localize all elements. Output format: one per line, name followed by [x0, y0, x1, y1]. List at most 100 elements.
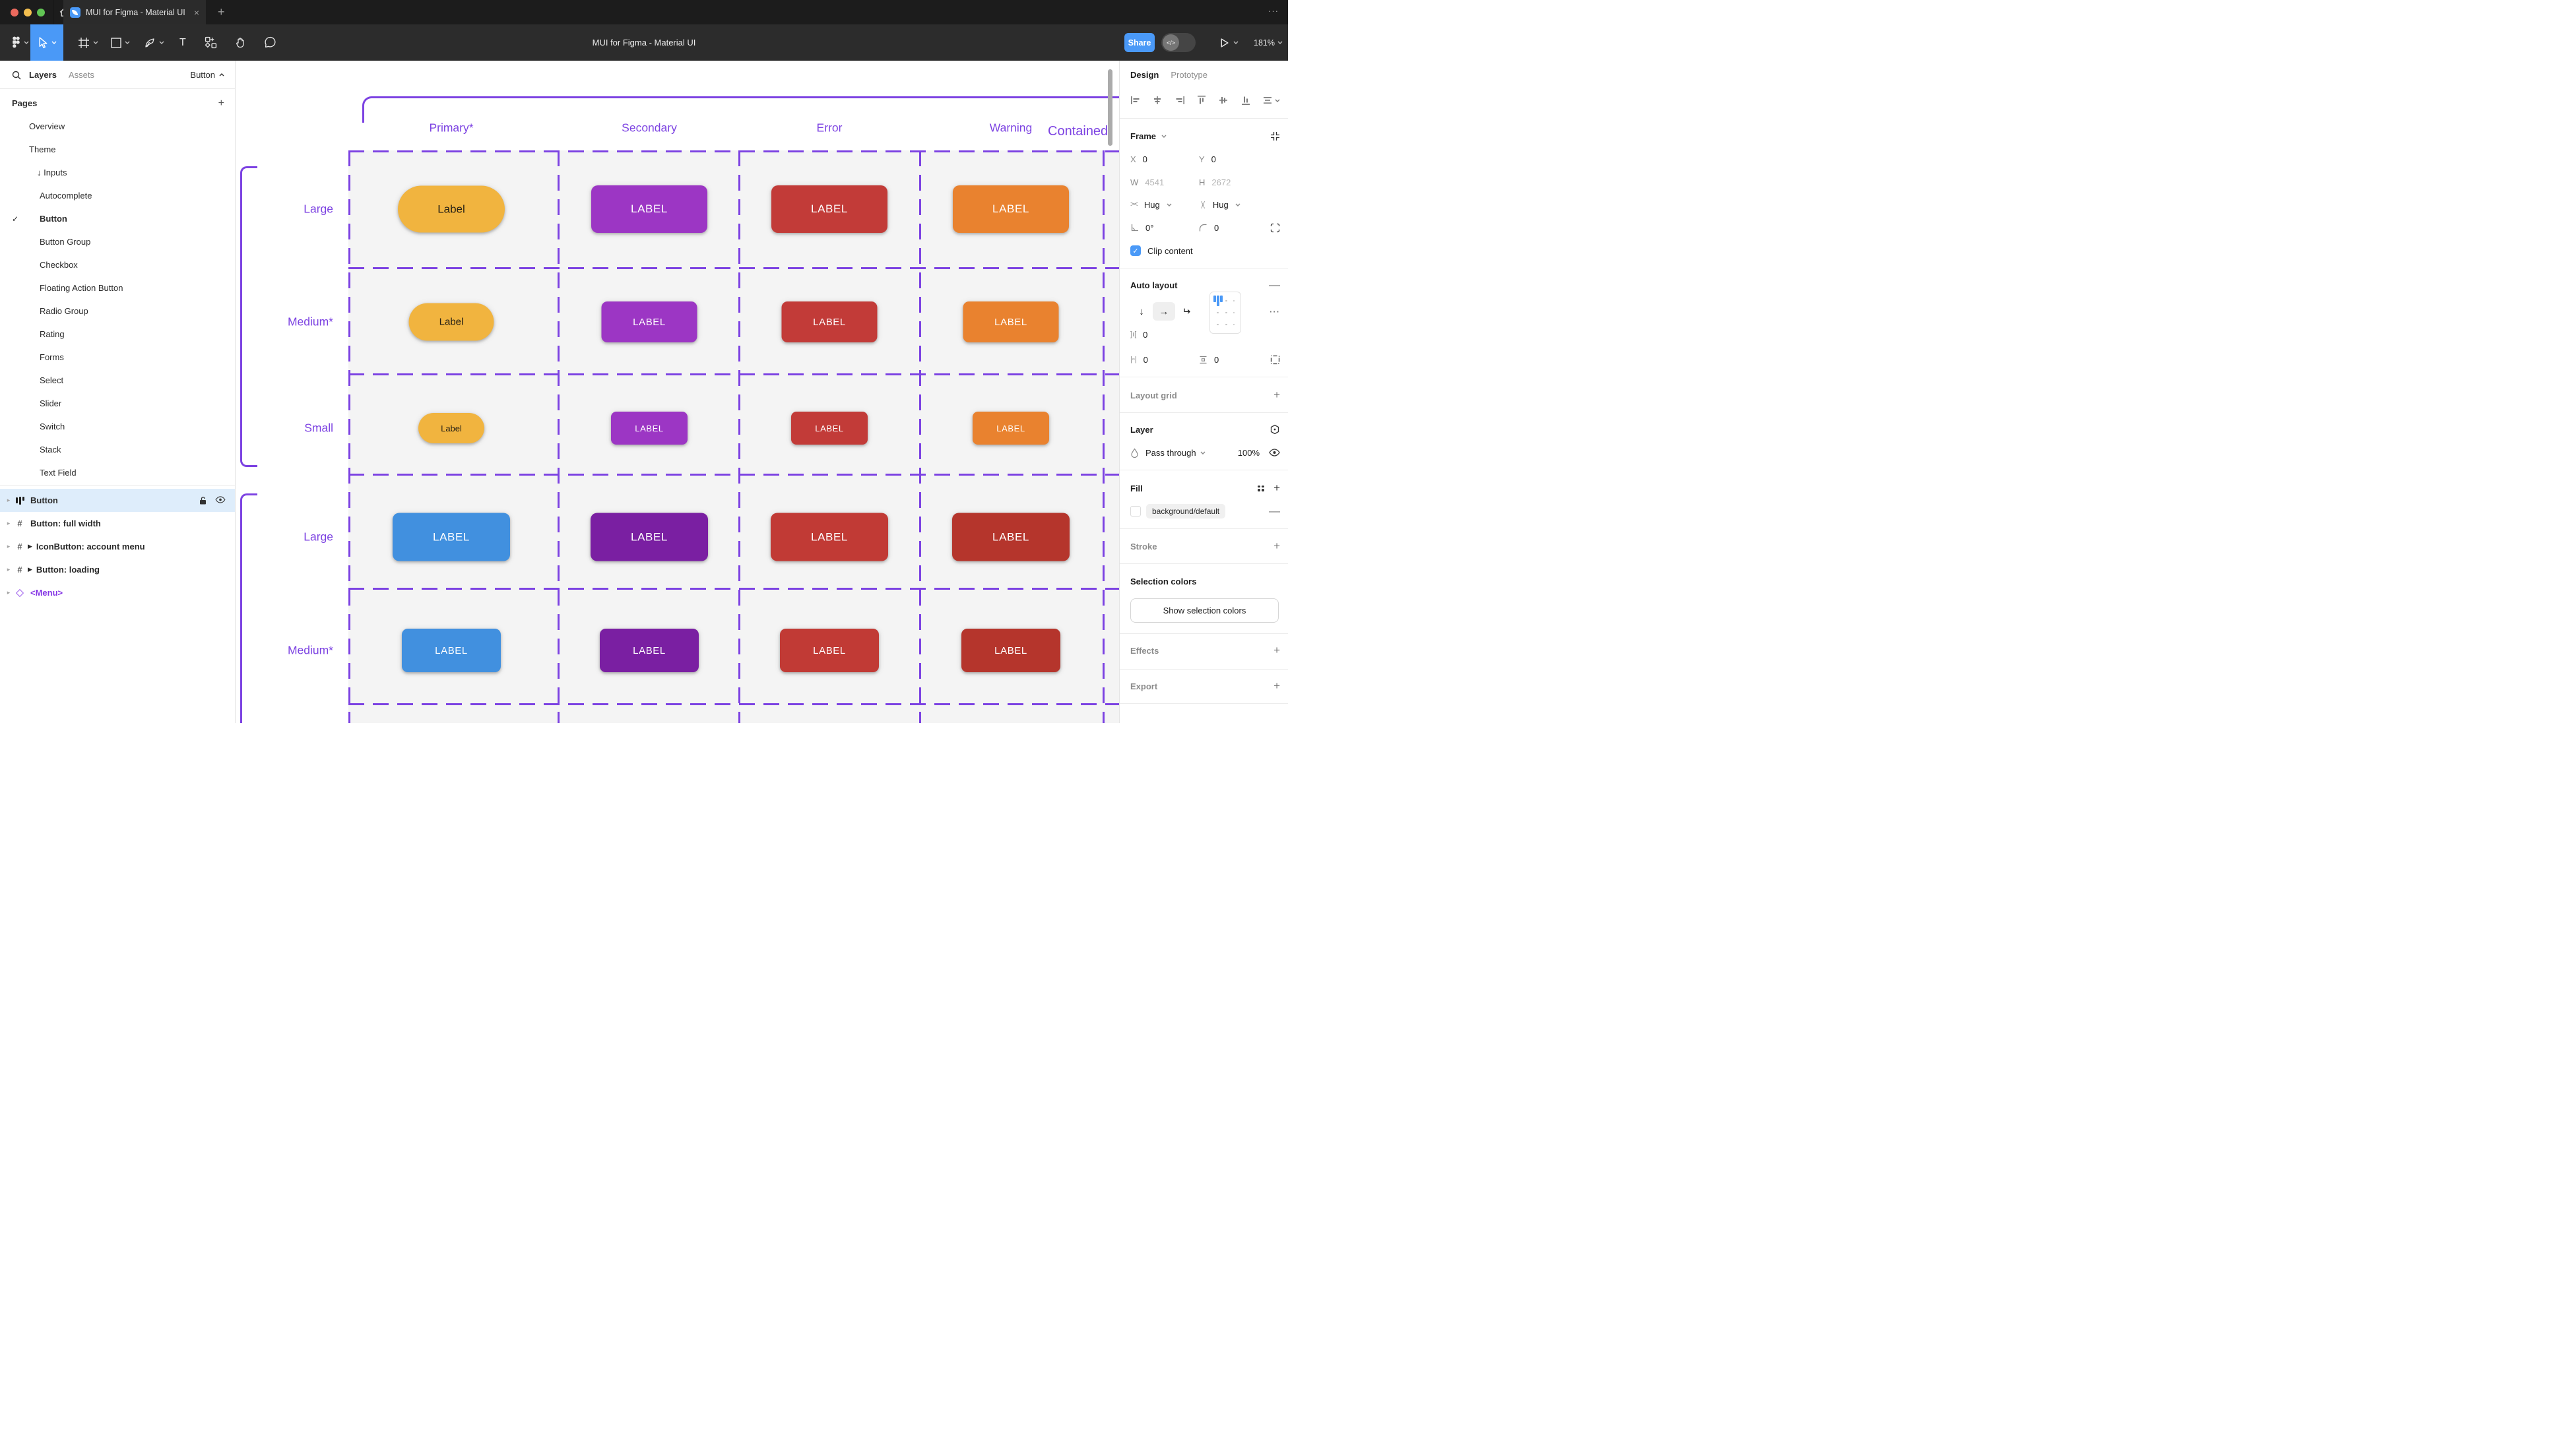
canvas-button-large-warning[interactable]: LABEL [952, 513, 1070, 561]
height-field[interactable]: H 2672 [1199, 177, 1231, 187]
shrink-frame-icon[interactable] [1270, 131, 1280, 141]
direction-wrap-button[interactable]: ↵ [1182, 306, 1191, 317]
fill-styles-icon[interactable] [1258, 485, 1264, 491]
layer-row-iconbutton-account-menu[interactable]: ▸ # ▶ IconButton: account menu [0, 535, 235, 558]
search-icon[interactable] [12, 71, 21, 80]
align-bottom-icon[interactable] [1240, 95, 1251, 106]
row-label-0[interactable]: Large [304, 202, 333, 216]
add-page-button[interactable]: + [218, 97, 224, 109]
canvas-button-large-primary[interactable]: Label [398, 185, 505, 233]
column-header-error[interactable]: Error [816, 121, 843, 135]
corner-radius-field[interactable]: 0 [1199, 223, 1268, 233]
canvas[interactable]: Contained Primary* Secondary Error Warning … [236, 61, 1119, 723]
file-tab[interactable]: MUI for Figma - Material UI × [63, 0, 206, 24]
resources-tool[interactable] [205, 24, 217, 61]
align-right-icon[interactable] [1175, 95, 1185, 106]
expand-caret-icon[interactable]: ▸ [7, 589, 11, 596]
canvas-button-small-secondary[interactable]: LABEL [611, 412, 688, 445]
show-selection-colors-button[interactable]: Show selection colors [1130, 598, 1279, 623]
layer-row-button-loading[interactable]: ▸ # ▶ Button: loading [0, 558, 235, 581]
hand-tool[interactable] [235, 24, 247, 61]
canvas-button-large-error[interactable]: LABEL [771, 185, 887, 233]
add-effect-button[interactable]: + [1273, 644, 1280, 656]
visible-icon[interactable] [215, 495, 226, 503]
auto-layout-more-button[interactable]: ··· [1270, 306, 1280, 317]
page-item-switch[interactable]: Switch [0, 415, 235, 438]
v-padding-field[interactable]: 0 [1199, 355, 1268, 365]
text-tool[interactable]: T [179, 24, 186, 61]
h-padding-field[interactable]: |▫| 0 [1130, 354, 1148, 365]
canvas-button-medium-warning[interactable]: LABEL [963, 301, 1059, 342]
main-menu-button[interactable] [8, 24, 33, 61]
canvas-button-medium-primary[interactable]: LABEL [402, 629, 501, 672]
fill-row[interactable]: background/default — [1130, 502, 1280, 520]
add-layout-grid-button[interactable]: + [1273, 389, 1280, 401]
traffic-light-minimize[interactable] [24, 9, 32, 16]
canvas-button-small-error[interactable]: LABEL [791, 412, 868, 445]
canvas-button-large-primary[interactable]: LABEL [393, 513, 510, 561]
page-item-inputs[interactable]: ↓ Inputs [0, 161, 235, 184]
new-tab-button[interactable]: + [218, 5, 225, 18]
tab-prototype[interactable]: Prototype [1171, 69, 1208, 80]
clip-content-checkbox[interactable]: ✓ [1130, 245, 1141, 256]
width-field[interactable]: W 4541 [1130, 177, 1165, 187]
canvas-button-medium-secondary[interactable]: LABEL [601, 301, 697, 342]
alignment-widget[interactable] [1209, 292, 1241, 334]
window-more-icon[interactable]: ··· [1268, 6, 1279, 16]
add-stroke-button[interactable]: + [1273, 540, 1280, 552]
expand-caret-icon[interactable]: ▸ [7, 497, 11, 503]
traffic-light-close[interactable] [11, 9, 18, 16]
layer-row--menu-[interactable]: ▸ <Menu> [0, 581, 235, 604]
tab-assets[interactable]: Assets [68, 70, 94, 80]
column-header-primary[interactable]: Primary* [429, 121, 474, 135]
expand-caret-icon[interactable]: ▸ [7, 566, 11, 573]
v-resize-select[interactable]: >< Hug [1198, 200, 1268, 210]
page-item-checkbox[interactable]: Checkbox [0, 253, 235, 276]
row-label-4[interactable]: Medium* [287, 643, 333, 657]
page-item-select[interactable]: Select [0, 369, 235, 392]
align-top-icon[interactable] [1196, 95, 1207, 106]
direction-horizontal-button[interactable]: → [1153, 302, 1175, 321]
share-button[interactable]: Share [1124, 33, 1155, 52]
page-item-stack[interactable]: Stack [0, 438, 235, 461]
page-item-radio-group[interactable]: Radio Group [0, 299, 235, 323]
layer-row-button[interactable]: ▸ Button [0, 489, 235, 512]
h-resize-select[interactable]: >< Hug [1130, 200, 1199, 210]
gap-field[interactable]: ]ı[ 0 [1130, 329, 1148, 340]
unlock-icon[interactable] [199, 496, 207, 505]
frame-tool[interactable] [78, 24, 98, 61]
canvas-button-small-warning[interactable]: LABEL [973, 412, 1049, 445]
column-header-warning[interactable]: Warning [989, 121, 1033, 135]
pen-tool[interactable] [144, 24, 164, 61]
row-label-3[interactable]: Large [304, 530, 333, 544]
remove-auto-layout-button[interactable]: — [1269, 278, 1280, 291]
canvas-button-medium-error[interactable]: LABEL [780, 629, 879, 672]
page-item-floating-action-button[interactable]: Floating Action Button [0, 276, 235, 299]
frame-title[interactable]: Contained [1048, 124, 1109, 139]
row-label-1[interactable]: Medium* [287, 315, 333, 329]
page-item-slider[interactable]: Slider [0, 392, 235, 415]
distribute-menu-icon[interactable] [1262, 95, 1280, 106]
direction-vertical-button[interactable]: ↓ [1139, 305, 1144, 317]
shape-tool[interactable] [111, 24, 130, 61]
align-left-icon[interactable] [1130, 95, 1141, 106]
expand-caret-icon[interactable]: ▸ [7, 520, 11, 526]
column-header-secondary[interactable]: Secondary [622, 121, 677, 135]
canvas-scrollbar[interactable] [1108, 69, 1112, 146]
canvas-button-medium-secondary[interactable]: LABEL [600, 629, 699, 672]
page-selector[interactable]: Button [190, 70, 224, 80]
page-item-forms[interactable]: Forms [0, 346, 235, 369]
canvas-button-medium-warning[interactable]: LABEL [961, 629, 1060, 672]
add-export-button[interactable]: + [1273, 679, 1280, 692]
tab-close-icon[interactable]: × [193, 7, 199, 18]
traffic-light-zoom[interactable] [37, 9, 45, 16]
canvas-button-large-error[interactable]: LABEL [771, 513, 888, 561]
tab-design[interactable]: Design [1130, 69, 1159, 80]
expand-caret-icon[interactable]: ▸ [7, 543, 11, 550]
dev-mode-toggle[interactable]: </> [1161, 33, 1196, 52]
canvas-button-medium-error[interactable]: LABEL [781, 301, 878, 342]
page-item-button[interactable]: ✓ Button [0, 207, 235, 230]
page-item-autocomplete[interactable]: Autocomplete [0, 184, 235, 207]
